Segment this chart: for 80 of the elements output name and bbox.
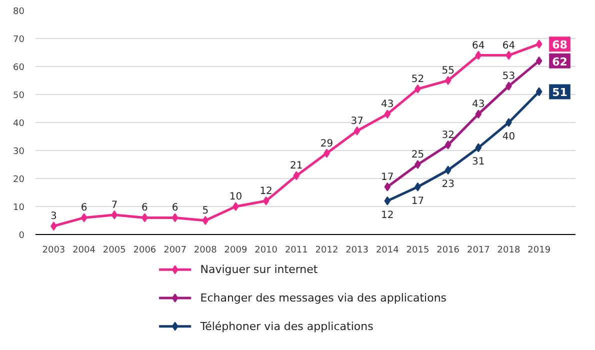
x-tick-label: 2017 (466, 246, 490, 256)
data-label: 32 (442, 130, 454, 141)
x-tick-label: 2005 (102, 246, 126, 256)
x-tick-label: 2018 (497, 246, 520, 256)
y-tick-label: 50 (13, 91, 25, 101)
data-label: 64 (472, 40, 485, 52)
point (536, 40, 542, 49)
x-tick-label: 2011 (284, 246, 308, 256)
data-label: 40 (502, 132, 516, 142)
point (172, 213, 178, 222)
point (111, 210, 118, 220)
data-label: 43 (472, 99, 485, 110)
point (475, 50, 482, 60)
point (384, 196, 391, 206)
data-label: 7 (111, 200, 118, 211)
data-label: 51 (552, 86, 568, 100)
data-label: 10 (229, 192, 242, 202)
point (475, 110, 482, 119)
data-label: 43 (381, 99, 394, 110)
point (384, 182, 391, 192)
y-tick-label: 80 (13, 7, 25, 17)
data-label: 29 (320, 138, 334, 150)
x-tick-label: 2013 (346, 246, 369, 256)
y-tick-label: 40 (13, 119, 25, 129)
x-tick-label: 2014 (376, 246, 400, 256)
data-label: 52 (411, 74, 424, 85)
data-label: 17 (411, 196, 424, 207)
x-tick-label: 2003 (42, 246, 66, 256)
data-label: 6 (142, 202, 148, 214)
x-tick-label: 2008 (194, 246, 218, 256)
data-label: 25 (411, 150, 424, 160)
data-label: 64 (502, 40, 516, 52)
x-tick-label: 2010 (254, 246, 278, 256)
point (444, 76, 452, 85)
x-tick-label: 2007 (164, 246, 187, 256)
point (262, 196, 270, 206)
point (475, 143, 482, 152)
data-label: 6 (80, 202, 88, 214)
y-tick-label: 30 (13, 147, 25, 157)
point (293, 171, 300, 180)
point (202, 216, 209, 225)
data-label: 3 (50, 211, 57, 222)
legend-label: Téléphoner via des applications (199, 320, 374, 333)
data-label: 37 (350, 116, 364, 127)
legend-label: Naviguer sur internet (200, 263, 318, 276)
data-label: 68 (552, 38, 568, 52)
data-label: 31 (472, 156, 485, 168)
data-label: 23 (442, 179, 454, 190)
data-label: 17 (381, 172, 394, 183)
data-label: 21 (290, 160, 303, 172)
x-tick-label: 2015 (406, 246, 430, 256)
point (506, 118, 512, 127)
x-tick-label: 2019 (528, 246, 551, 256)
data-label: 62 (552, 55, 568, 68)
y-tick-label: 70 (13, 35, 25, 45)
x-tick-label: 2012 (315, 246, 338, 256)
point (536, 56, 542, 66)
data-label: 53 (502, 71, 516, 82)
data-label: 5 (202, 206, 209, 216)
y-tick-label: 60 (13, 63, 25, 73)
point (80, 213, 88, 222)
data-label: 6 (172, 202, 178, 214)
x-tick-label: 2006 (133, 246, 156, 256)
y-tick-label: 20 (13, 175, 25, 185)
data-label: 12 (260, 186, 272, 197)
x-tick-label: 2016 (436, 246, 460, 256)
legend-label: Echanger des messages via des applications (200, 292, 447, 304)
point (414, 160, 421, 169)
data-label: 55 (442, 66, 454, 76)
point (444, 166, 452, 175)
point (536, 87, 542, 96)
y-tick-label: 10 (13, 203, 25, 213)
y-tick-label: 0 (18, 231, 25, 241)
x-tick-label: 2009 (224, 246, 248, 256)
point (232, 202, 239, 211)
point (354, 126, 360, 136)
point (384, 110, 391, 119)
data-label: 12 (381, 210, 394, 221)
point (444, 140, 452, 150)
x-tick-label: 2004 (72, 246, 96, 256)
